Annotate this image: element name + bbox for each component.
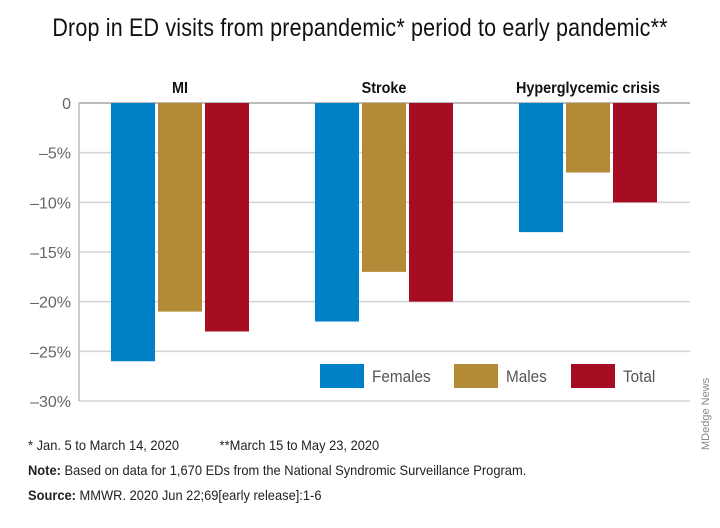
y-tick-label: –5% [39,146,71,163]
credit: MDedge News [700,377,712,450]
y-tick-label: –20% [30,295,71,312]
bar-total [613,103,657,203]
chart-title: Drop in ED visits from prepandemic* peri… [52,14,668,42]
legend-swatch-females [320,364,364,388]
bar-males [158,103,202,312]
bar-females [111,103,155,362]
bar-total [409,103,453,302]
source-text: MMWR. 2020 Jun 22;69[early release]:1-6 [75,487,322,503]
legend-label-total: Total [623,367,655,386]
y-tick-label: –15% [30,245,71,262]
footnote-source: Source: MMWR. 2020 Jun 22;69[early relea… [28,487,322,503]
y-tick-label: –30% [30,394,71,411]
category-label: Stroke [362,79,407,97]
legend-label-males: Males [506,367,547,386]
footnote-note: Note: Based on data for 1,670 EDs from t… [28,462,526,478]
bar-males [362,103,406,272]
bar-females [315,103,359,322]
category-label: Hyperglycemic crisis [516,79,660,97]
source-label: Source: [28,487,76,503]
legend-swatch-total [571,364,615,388]
footnote-dates: * Jan. 5 to March 14, 2020 **March 15 to … [28,437,379,453]
note-label: Note: [28,462,61,478]
y-tick-label: –10% [30,195,71,212]
category-label: MI [172,79,188,97]
footnote-prepandemic: * Jan. 5 to March 14, 2020 [28,437,180,453]
legend-label-females: Females [372,367,431,386]
legend-swatch-males [454,364,498,388]
bar-females [519,103,563,233]
note-text: Based on data for 1,670 EDs from the Nat… [60,462,527,478]
footnote-pandemic: **March 15 to May 23, 2020 [219,437,380,453]
bar-total [205,103,249,332]
y-tick-label: –25% [30,344,71,361]
y-tick-label: 0 [62,96,71,113]
bar-males [566,103,610,173]
